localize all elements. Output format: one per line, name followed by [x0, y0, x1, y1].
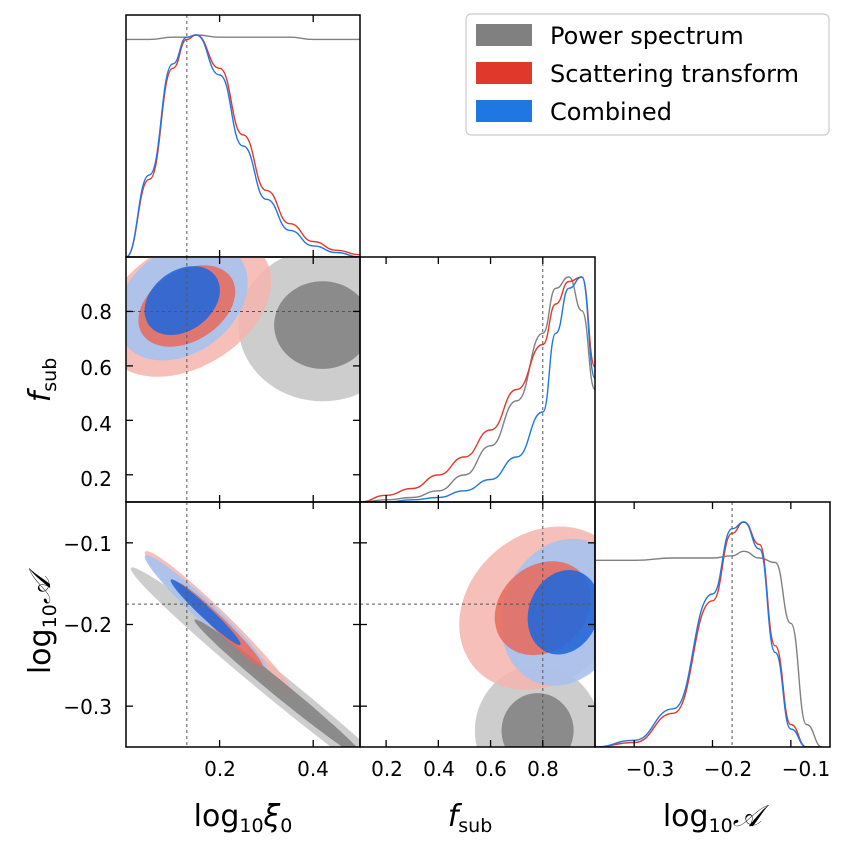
x-tick-label: 0.8 [527, 757, 559, 781]
panel-fsub-marginal [359, 256, 596, 503]
legend-swatch-power-spectrum [476, 24, 532, 46]
y-axis-label-fsub: fsub [23, 358, 61, 403]
axis-label-log: log [23, 628, 58, 674]
y-tick-label: −0.1 [63, 532, 112, 556]
tick-marks [126, 15, 792, 747]
x-tick-label: −0.1 [782, 757, 831, 781]
x-tick-label: 0.2 [204, 757, 236, 781]
axis-label-log: log [194, 799, 240, 834]
x-tick-labels-logA: −0.3 −0.2 −0.1 [626, 757, 831, 781]
y-axis-label-logA: log10𝒜 [23, 567, 61, 674]
y-tick-label: −0.3 [63, 695, 112, 719]
x-tick-label: 0.4 [423, 757, 455, 781]
axis-label-symbol: 𝒜 [23, 567, 58, 604]
x-axis-label-logA: log10𝒜 [663, 799, 770, 837]
contour-power-spectrum-level-2 [194, 619, 357, 747]
marginal-line-combined [360, 276, 595, 502]
x-tick-label: −0.3 [626, 757, 675, 781]
x-tick-labels-xi: 0.2 0.4 [204, 757, 329, 781]
axis-label-sub: 10 [709, 815, 733, 837]
legend: Power spectrum Scattering transform Comb… [465, 13, 830, 136]
axis-label-log: log [663, 799, 709, 834]
x-tick-labels-fsub: 0.2 0.4 0.6 0.8 [371, 757, 559, 781]
x-tick-label: −0.2 [704, 757, 753, 781]
axis-label-sub: 0 [280, 815, 292, 837]
marginal-line-scattering-transform [360, 276, 595, 502]
panel-frame [359, 256, 596, 503]
marginal-line-combined [126, 34, 360, 257]
panel-xi-logA [125, 501, 361, 748]
y-tick-label: 0.6 [80, 356, 112, 380]
y-tick-label: 0.8 [80, 300, 112, 324]
axis-label-symbol: 𝒜 [733, 799, 770, 834]
y-tick-label: −0.2 [63, 613, 112, 637]
panel-xi-marginal [125, 14, 361, 258]
legend-label-power-spectrum: Power spectrum [550, 22, 744, 50]
x-tick-label: 0.2 [371, 757, 403, 781]
y-tick-labels-logA: −0.1 −0.2 −0.3 [63, 532, 112, 719]
panel-frame [125, 14, 361, 258]
marginal-line-scattering-transform [595, 521, 823, 747]
panel-xi-fsub [125, 256, 361, 503]
marginal-line-power-spectrum [126, 34, 360, 41]
legend-frame [465, 13, 830, 136]
marginal-line-combined [595, 521, 823, 747]
axis-label-sub: 10 [239, 815, 263, 837]
x-tick-label: 0.6 [475, 757, 507, 781]
axis-label-sub: sub [39, 358, 61, 392]
y-tick-label: 0.4 [80, 412, 112, 436]
x-axis-label-xi: log10ξ0 [194, 799, 293, 837]
y-tick-label: 0.2 [80, 467, 112, 491]
legend-label-combined: Combined [550, 98, 672, 126]
y-tick-labels-fsub: 0.8 0.6 0.4 0.2 [80, 300, 112, 491]
panel-frame [594, 501, 831, 748]
panel-logA-marginal [594, 501, 831, 748]
contour-combined-level-2 [170, 579, 241, 646]
axis-label-sub: 10 [39, 604, 61, 628]
marginal-line-power-spectrum [595, 550, 823, 747]
x-axis-label-fsub: fsub [448, 799, 493, 837]
legend-swatch-combined [476, 100, 532, 122]
x-tick-label: 0.4 [297, 757, 329, 781]
contour-combined-level-2 [527, 570, 595, 655]
axis-label-symbol: ξ [263, 799, 281, 834]
marginal-line-power-spectrum [360, 276, 595, 502]
legend-label-scattering-transform: Scattering transform [550, 60, 799, 88]
contour-power-spectrum-level-2 [501, 693, 574, 747]
contour-power-spectrum-level-2 [274, 281, 360, 369]
contour-combined-level-2 [144, 266, 220, 335]
legend-swatch-scattering-transform [476, 62, 532, 84]
panel-fsub-logA [359, 501, 596, 748]
axis-label-sub: sub [458, 815, 492, 837]
